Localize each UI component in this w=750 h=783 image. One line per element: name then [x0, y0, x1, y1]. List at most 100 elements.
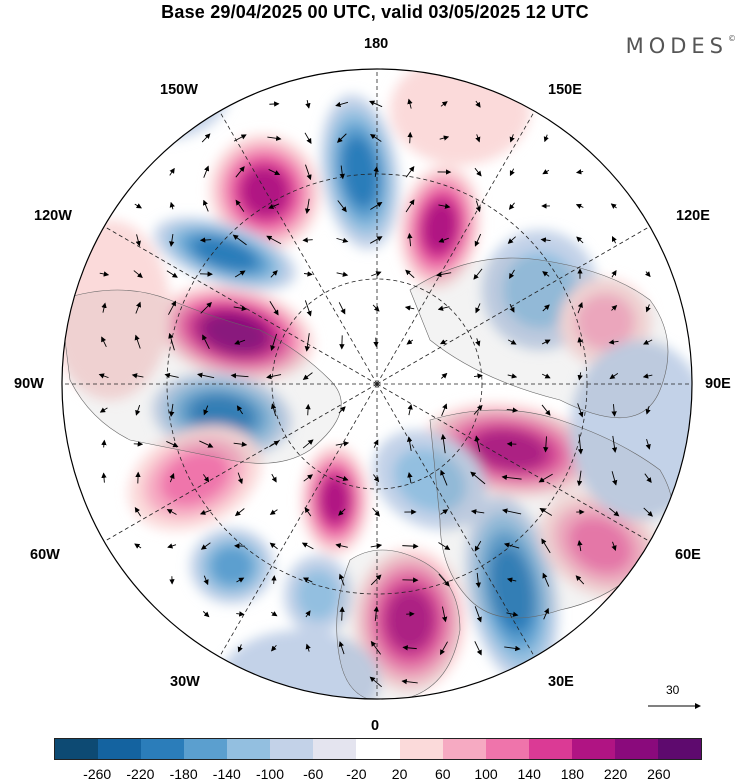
wind-vector — [200, 542, 211, 550]
colorbar-segment — [98, 739, 142, 759]
wind-vector — [502, 508, 522, 515]
wind-vector — [135, 301, 142, 314]
wind-vector — [203, 405, 209, 416]
wind-vector — [270, 270, 278, 278]
wind-vector — [609, 373, 619, 380]
wind-vector — [101, 336, 107, 348]
wind-vector — [302, 372, 313, 380]
meridian-line — [376, 226, 650, 385]
wind-vector — [305, 403, 311, 416]
wind-vector — [608, 339, 619, 345]
colorbar-tick-label: 60 — [435, 766, 451, 782]
wind-vector — [98, 373, 109, 379]
wind-vector — [202, 611, 210, 618]
wind-vector — [304, 333, 311, 352]
wind-vector — [610, 203, 617, 209]
wind-vector — [470, 471, 486, 485]
wind-vector — [406, 436, 413, 451]
wind-vector — [369, 676, 382, 688]
wind-vector — [439, 135, 450, 141]
positive-anomaly — [203, 313, 267, 353]
modes-logo-text: MODES — [625, 34, 728, 58]
wind-vector — [237, 644, 243, 653]
wind-vector — [302, 577, 313, 583]
modes-logo: MODES© — [626, 34, 736, 58]
wind-vector — [475, 338, 481, 347]
positive-anomaly — [422, 200, 458, 254]
wind-vector — [402, 645, 417, 651]
colorbar-segment — [399, 739, 443, 759]
wind-vector — [575, 575, 585, 585]
wind-vector — [335, 543, 348, 549]
copyright-mark: © — [728, 34, 736, 43]
lon-label-150w: 150W — [160, 82, 198, 98]
colorbar-segment — [356, 739, 400, 759]
positive-anomaly — [241, 167, 289, 217]
wind-vector — [370, 202, 383, 210]
wind-vector — [203, 474, 210, 483]
wind-vector — [235, 199, 245, 212]
wind-vector — [435, 271, 452, 278]
meridian-line — [219, 111, 378, 385]
wind-vector — [99, 407, 108, 413]
wind-vector — [609, 507, 620, 517]
wind-vector — [440, 509, 449, 515]
wind-vector — [135, 404, 141, 416]
negative-anomaly — [192, 237, 258, 271]
wind-vector — [301, 542, 314, 550]
coastline — [336, 549, 461, 699]
wind-vector — [373, 474, 380, 483]
colorbar-segment — [227, 739, 271, 759]
wind-vector — [441, 403, 448, 417]
wind-vector — [135, 234, 141, 247]
wind-vector — [166, 509, 177, 515]
wind-vector — [169, 201, 175, 210]
colorbar-tick-label: -60 — [303, 766, 324, 782]
wind-vector — [268, 203, 280, 209]
wind-vector — [577, 434, 584, 455]
polar-map — [61, 68, 701, 709]
wind-vector — [302, 237, 313, 243]
wind-vector — [441, 606, 448, 623]
anomaly-field — [62, 69, 692, 699]
wind-vector — [369, 236, 383, 244]
wind-vector — [508, 202, 515, 210]
wind-vector — [509, 168, 515, 177]
wind-vector — [576, 470, 583, 487]
wind-vector — [235, 166, 245, 178]
lon-label-150e: 150E — [548, 82, 582, 98]
wind-vector — [134, 334, 141, 349]
wind-vector — [577, 372, 583, 381]
wind-vector — [473, 268, 483, 280]
wind-vector — [305, 643, 311, 652]
wind-vector — [270, 333, 277, 351]
wind-vector — [506, 407, 519, 413]
lon-label-120e: 120E — [676, 208, 710, 224]
coastlines — [62, 257, 674, 699]
wind-vector — [336, 271, 349, 277]
wind-vector — [134, 543, 142, 549]
positive-anomaly — [472, 429, 548, 471]
wind-vector — [611, 235, 617, 244]
wind-vector — [611, 435, 618, 453]
negative-anomaly — [393, 448, 467, 512]
wind-vector — [203, 575, 209, 586]
wind-vector — [335, 101, 349, 108]
wind-vector — [577, 302, 583, 314]
positive-anomaly — [575, 293, 635, 351]
wind-vector — [440, 372, 448, 379]
wind-vector — [401, 678, 418, 685]
wind-vector — [303, 474, 313, 482]
wind-vector — [199, 237, 212, 243]
wind-vector — [133, 270, 143, 279]
wind-vector — [201, 133, 211, 143]
lon-label-180: 180 — [364, 36, 389, 52]
colorbar-segment — [442, 739, 486, 759]
wind-vector — [169, 403, 175, 418]
wind-vector — [233, 134, 247, 142]
wind-vector — [407, 98, 413, 109]
wind-vector — [373, 606, 379, 622]
wind-vector — [402, 543, 419, 549]
wind-vector — [303, 271, 313, 277]
colorbar — [54, 738, 702, 760]
